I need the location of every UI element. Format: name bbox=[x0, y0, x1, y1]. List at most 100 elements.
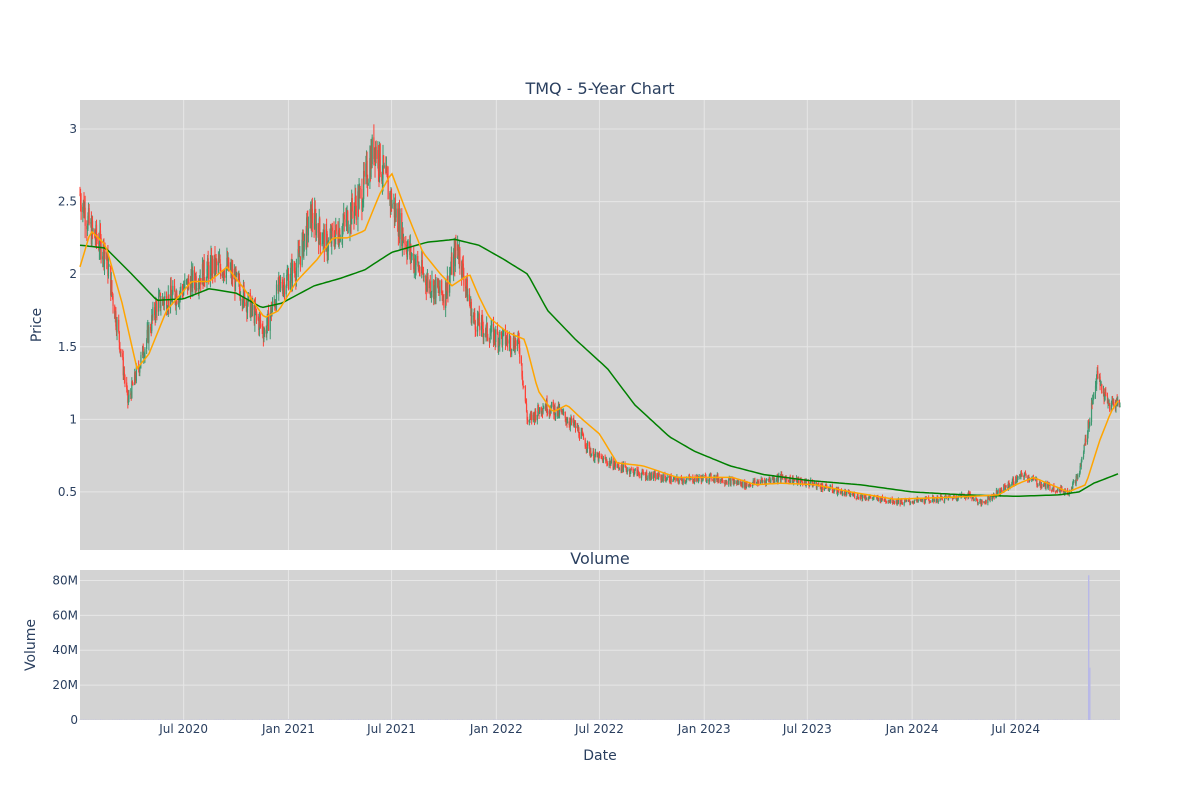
candle-body bbox=[450, 270, 452, 273]
candle-body bbox=[745, 483, 747, 488]
candle-body bbox=[457, 244, 459, 255]
candle-body bbox=[649, 473, 651, 480]
candle-body bbox=[495, 329, 497, 342]
candle-body bbox=[618, 468, 620, 470]
candle-body bbox=[869, 496, 872, 498]
volume-y-tick-label: 80M bbox=[52, 573, 78, 587]
volume-bar bbox=[180, 719, 182, 720]
candle-body bbox=[511, 349, 513, 351]
volume-bar bbox=[96, 719, 98, 720]
candle-body bbox=[170, 285, 172, 296]
candle-body bbox=[761, 479, 763, 481]
volume-bar bbox=[920, 719, 922, 720]
volume-bar bbox=[769, 719, 771, 720]
candle-body bbox=[447, 276, 449, 293]
candle-body bbox=[297, 249, 299, 268]
candle-body bbox=[992, 495, 994, 499]
candle-body bbox=[622, 463, 624, 472]
volume-bar bbox=[858, 719, 860, 720]
volume-bar bbox=[431, 719, 433, 720]
candle-body bbox=[203, 259, 205, 280]
volume-bar bbox=[1009, 719, 1011, 720]
volume-bar bbox=[200, 719, 202, 720]
candle-body bbox=[319, 218, 321, 233]
candle-body bbox=[242, 285, 245, 304]
candle-body bbox=[568, 421, 570, 425]
candle-body bbox=[407, 240, 409, 248]
candle-body bbox=[1003, 484, 1005, 486]
candle-body bbox=[451, 256, 453, 275]
volume-bar bbox=[446, 719, 448, 720]
candle-body bbox=[535, 410, 537, 421]
volume-bar bbox=[834, 719, 836, 720]
candle-body bbox=[282, 286, 284, 294]
candle-body bbox=[540, 407, 542, 413]
candle-body bbox=[652, 472, 654, 478]
candle-body bbox=[678, 480, 680, 483]
candle-body bbox=[377, 150, 380, 172]
candle-body bbox=[190, 276, 192, 295]
candle-body bbox=[122, 353, 124, 358]
volume-bar bbox=[440, 719, 442, 720]
volume-bar bbox=[836, 719, 838, 720]
volume-bar bbox=[1114, 719, 1116, 720]
volume-bar bbox=[315, 719, 317, 720]
volume-bar bbox=[559, 719, 561, 720]
volume-bar bbox=[909, 719, 911, 720]
volume-bar bbox=[231, 719, 233, 720]
candle-body bbox=[134, 372, 136, 380]
candle-body bbox=[816, 485, 818, 489]
volume-bar bbox=[739, 719, 741, 720]
candle-body bbox=[438, 286, 440, 292]
volume-bar bbox=[634, 719, 636, 720]
volume-bar bbox=[915, 719, 917, 720]
volume-bar bbox=[487, 719, 489, 720]
candle-body bbox=[430, 292, 433, 294]
candle-body bbox=[303, 233, 306, 242]
candle-body bbox=[625, 466, 627, 470]
volume-bar bbox=[860, 719, 862, 720]
volume-bar bbox=[503, 719, 505, 720]
volume-bar bbox=[152, 719, 154, 720]
candle-body bbox=[610, 459, 612, 464]
candle-body bbox=[403, 239, 405, 245]
candle-body bbox=[441, 293, 443, 295]
volume-bar bbox=[214, 719, 216, 720]
candle-body bbox=[235, 269, 237, 276]
volume-bar bbox=[1109, 719, 1111, 720]
candle-body bbox=[682, 479, 684, 484]
candle-body bbox=[209, 261, 212, 280]
candle-body bbox=[584, 439, 586, 447]
candle-body bbox=[842, 493, 844, 496]
candle-body bbox=[708, 475, 710, 482]
candle-body bbox=[88, 208, 90, 224]
candle-body bbox=[712, 479, 714, 481]
candle-body bbox=[827, 487, 829, 491]
volume-y-tick-label: 20M bbox=[52, 678, 78, 692]
volume-bar bbox=[395, 719, 397, 720]
candle-body bbox=[414, 264, 417, 272]
candle-body bbox=[1043, 484, 1045, 487]
candle-body bbox=[243, 285, 245, 290]
candle-body bbox=[991, 495, 993, 500]
volume-bar bbox=[600, 719, 602, 720]
candle-body bbox=[228, 257, 230, 271]
candle-body bbox=[183, 289, 185, 295]
volume-bar bbox=[762, 719, 764, 720]
candle-body bbox=[531, 414, 533, 421]
candle-body bbox=[126, 389, 128, 391]
candle-body bbox=[762, 480, 764, 482]
candle-body bbox=[359, 188, 361, 190]
candle-body bbox=[489, 336, 491, 343]
candle-body bbox=[146, 329, 148, 340]
candle-body bbox=[323, 229, 325, 252]
candle-body bbox=[756, 482, 758, 484]
candle-body bbox=[1029, 479, 1031, 481]
volume-bar bbox=[696, 719, 698, 720]
volume-bar bbox=[725, 719, 727, 720]
volume-bar bbox=[699, 719, 701, 720]
volume-axis-title: Volume bbox=[23, 619, 39, 671]
volume-bar bbox=[516, 719, 518, 720]
volume-bar bbox=[598, 719, 600, 720]
